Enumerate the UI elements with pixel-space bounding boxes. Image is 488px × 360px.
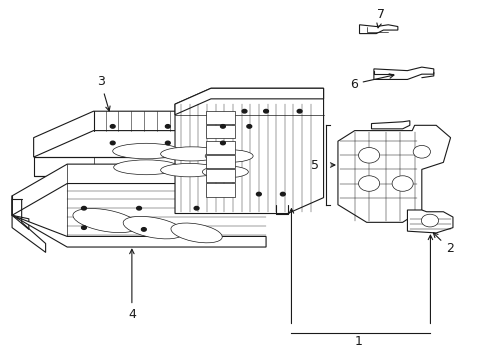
Ellipse shape <box>171 223 222 243</box>
Circle shape <box>110 141 115 145</box>
Polygon shape <box>34 157 265 176</box>
Polygon shape <box>175 88 323 213</box>
Circle shape <box>280 192 285 196</box>
Circle shape <box>194 207 199 210</box>
Circle shape <box>256 192 261 196</box>
Circle shape <box>412 145 429 158</box>
Circle shape <box>141 228 146 231</box>
Polygon shape <box>373 67 433 80</box>
Circle shape <box>110 125 115 128</box>
Ellipse shape <box>123 216 183 239</box>
Circle shape <box>246 125 251 128</box>
Text: 6: 6 <box>349 74 393 90</box>
Text: 1: 1 <box>354 335 362 348</box>
Circle shape <box>81 207 86 210</box>
Circle shape <box>421 214 438 227</box>
Circle shape <box>358 176 379 191</box>
Polygon shape <box>407 210 452 233</box>
Circle shape <box>81 226 86 229</box>
Text: 5: 5 <box>311 158 319 171</box>
Ellipse shape <box>205 150 253 162</box>
Bar <box>206 111 234 124</box>
Text: 2: 2 <box>432 233 452 255</box>
Ellipse shape <box>202 166 248 178</box>
Bar <box>206 183 234 197</box>
Circle shape <box>391 176 412 191</box>
Circle shape <box>358 148 379 163</box>
Polygon shape <box>371 121 409 129</box>
Circle shape <box>220 125 225 128</box>
Polygon shape <box>175 88 323 115</box>
Polygon shape <box>34 111 265 157</box>
Polygon shape <box>12 215 265 247</box>
Circle shape <box>165 141 170 145</box>
Bar <box>206 155 234 168</box>
Text: 3: 3 <box>97 76 110 111</box>
Text: 7: 7 <box>376 8 384 28</box>
Text: 4: 4 <box>128 249 136 321</box>
Ellipse shape <box>160 163 218 177</box>
Polygon shape <box>12 164 265 215</box>
Circle shape <box>263 109 268 113</box>
Polygon shape <box>359 25 397 33</box>
Bar <box>206 141 234 154</box>
Circle shape <box>242 109 246 113</box>
Circle shape <box>165 125 170 128</box>
Ellipse shape <box>112 143 180 159</box>
Ellipse shape <box>160 147 223 161</box>
Circle shape <box>297 109 302 113</box>
Polygon shape <box>337 125 449 222</box>
Ellipse shape <box>73 208 138 233</box>
Circle shape <box>137 207 141 210</box>
Ellipse shape <box>113 160 179 175</box>
Bar <box>206 169 234 183</box>
Bar <box>206 125 234 138</box>
Circle shape <box>220 141 225 145</box>
